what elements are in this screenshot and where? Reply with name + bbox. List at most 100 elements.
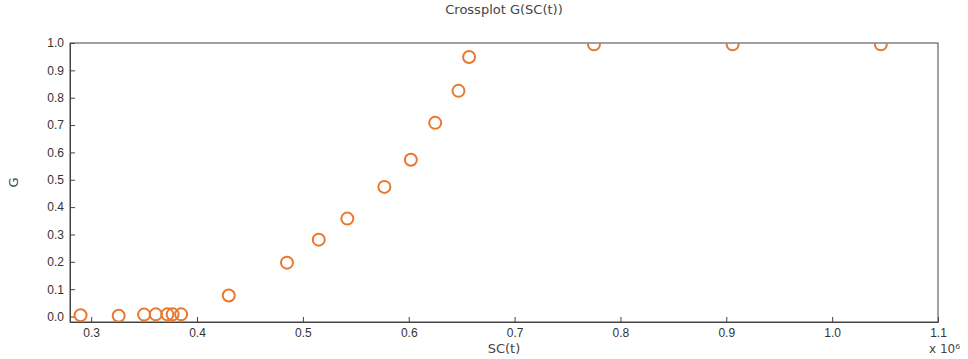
y-tick-label: 0.8 (47, 91, 64, 105)
y-tick-mark (70, 180, 75, 181)
point-group (463, 51, 475, 63)
x-tick-mark (726, 317, 727, 322)
y-tick: 0.7 (47, 118, 75, 132)
point (463, 51, 475, 63)
y-tick-mark (70, 70, 75, 71)
axis-multiplier: x 10⁶ (929, 342, 960, 356)
point-group (452, 85, 464, 97)
point-group (313, 234, 325, 246)
point-group (727, 43, 739, 50)
y-tick-mark (70, 125, 75, 126)
y-tick-mark (70, 262, 75, 263)
y-tick: 0.3 (47, 228, 75, 242)
x-tick-label: 1.0 (824, 326, 841, 340)
x-tick-label: 0.6 (401, 326, 418, 340)
x-axis-title: SC(t) (488, 341, 521, 356)
y-axis: 0.0 0.1 0.2 0.3 0.4 0.5 0.6 0.7 0.8 0.9 1.0 (47, 36, 75, 324)
y-axis-title: G (6, 177, 21, 187)
point (405, 154, 417, 166)
x-tick-label: 0.4 (189, 326, 206, 340)
point-group (223, 289, 235, 301)
x-tick-label: 0.3 (83, 326, 100, 340)
point-group (113, 310, 125, 322)
point-group (75, 309, 87, 321)
point (378, 181, 390, 193)
x-tick: 0.5 (295, 317, 312, 340)
title: Crossplot G(SC(t)) (445, 2, 562, 17)
y-tick: 0.2 (47, 255, 75, 269)
points (75, 43, 887, 322)
x-tick-mark (938, 317, 939, 322)
y-tick-label: 0.5 (47, 173, 64, 187)
point-group (405, 154, 417, 166)
x-tick-mark (409, 317, 410, 322)
point-group (138, 309, 150, 321)
x-tick-label: 0.5 (295, 326, 312, 340)
point (727, 43, 739, 50)
point-group (150, 308, 162, 320)
y-tick-label: 0.1 (47, 283, 64, 297)
point-group (175, 308, 187, 320)
y-tick-label: 0.9 (47, 64, 64, 78)
x-tick-mark (832, 317, 833, 322)
y-tick-label: 0.7 (47, 118, 64, 132)
x-tick: 0.3 (83, 317, 100, 340)
point-group (429, 117, 441, 129)
point-group (588, 43, 600, 50)
y-tick: 0.0 (47, 310, 75, 324)
x-tick: 0.4 (189, 317, 206, 340)
x-tick-label: 0.7 (507, 326, 524, 340)
point (281, 257, 293, 269)
y-tick-label: 0.4 (47, 200, 64, 214)
x-tick: 0.8 (613, 317, 630, 340)
y-tick-mark (70, 98, 75, 99)
point (223, 289, 235, 301)
y-tick-label: 1.0 (47, 36, 64, 50)
point-group (281, 257, 293, 269)
x-tick-mark (515, 317, 516, 322)
x-tick-label: 1.1 (930, 326, 947, 340)
y-tick: 1.0 (47, 36, 75, 50)
y-tick-label: 0.6 (47, 146, 64, 160)
y-axis-line (70, 44, 71, 323)
y-tick-label: 0.0 (47, 310, 64, 324)
y-tick: 0.9 (47, 64, 75, 78)
x-tick-mark (197, 317, 198, 322)
y-tick: 0.1 (47, 283, 75, 297)
x-axis-line (71, 322, 939, 323)
point (150, 308, 162, 320)
point (175, 308, 187, 320)
y-tick-label: 0.2 (47, 255, 64, 269)
x-tick-label: 0.9 (718, 326, 735, 340)
x-tick-mark (91, 317, 92, 322)
x-tick: 0.7 (507, 317, 524, 340)
y-tick: 0.6 (47, 146, 75, 160)
point-group (378, 181, 390, 193)
y-tick-mark (70, 234, 75, 235)
point (138, 309, 150, 321)
point (113, 310, 125, 322)
x-tick: 0.9 (718, 317, 735, 340)
plot-frame (70, 43, 938, 322)
point (313, 234, 325, 246)
y-tick: 0.8 (47, 91, 75, 105)
y-tick-label: 0.3 (47, 228, 64, 242)
x-tick-label: 0.8 (613, 326, 630, 340)
y-tick: 0.5 (47, 173, 75, 187)
point (452, 85, 464, 97)
x-tick-mark (620, 317, 621, 322)
point (341, 213, 353, 225)
y-tick-mark (70, 152, 75, 153)
point-group (341, 213, 353, 225)
x-axis: 0.3 0.4 0.5 0.6 0.7 0.8 0.9 1.0 1.1 (71, 317, 948, 340)
y-tick: 0.4 (47, 200, 75, 214)
point (75, 309, 87, 321)
y-tick-mark (70, 289, 75, 290)
point (429, 117, 441, 129)
y-tick-mark (70, 207, 75, 208)
point (875, 43, 887, 50)
point-group (875, 43, 887, 50)
x-tick: 0.6 (401, 317, 418, 340)
y-tick-mark (70, 43, 75, 44)
point (588, 43, 600, 50)
